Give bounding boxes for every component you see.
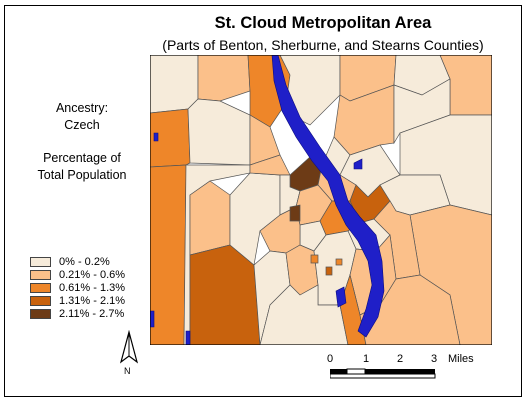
water-feature <box>185 330 191 345</box>
map-subtitle: (Parts of Benton, Sherburne, and Stearns… <box>162 37 484 53</box>
water-feature <box>150 310 155 328</box>
legend-swatch <box>30 256 51 267</box>
mississippi-river <box>150 55 385 345</box>
legend-swatch <box>30 295 51 306</box>
ancestry-label: Ancestry: <box>55 101 109 115</box>
map-title: St. Cloud Metropolitan Area <box>214 14 432 32</box>
census-tracts <box>150 55 492 345</box>
census-tract <box>150 55 199 114</box>
ancestry-value: Czech <box>64 118 100 132</box>
legend-swatch <box>30 282 51 293</box>
legend-item: 2.11% - 2.7% <box>30 307 125 320</box>
census-tract <box>359 274 461 345</box>
map-frame <box>4 5 522 397</box>
legend-item: 0.61% - 1.3% <box>30 281 125 294</box>
scale-tick-label: 0 <box>327 353 334 365</box>
legend-item: 0.21% - 0.6% <box>30 268 125 281</box>
census-tract <box>189 180 231 256</box>
water-feature <box>353 158 363 170</box>
legend-item: 1.31% - 2.1% <box>30 294 125 307</box>
census-tract <box>150 108 191 168</box>
legend-label: 0.61% - 1.3% <box>59 281 126 294</box>
scale-tick-label: 2 <box>397 353 404 365</box>
legend-label: 0% - 0.2% <box>59 255 110 268</box>
census-tract <box>197 55 251 102</box>
census-tract <box>310 254 319 264</box>
legend-item: 0% - 0.2% <box>30 255 125 268</box>
census-tract <box>150 164 187 345</box>
census-tract <box>259 284 349 345</box>
legend-label: 1.31% - 2.1% <box>59 294 126 307</box>
north-arrow-icon <box>119 330 139 364</box>
measure-line-2: Total Population <box>37 168 127 182</box>
water-feature <box>271 55 385 338</box>
legend-swatch <box>30 269 51 280</box>
choropleth-map <box>150 55 492 345</box>
water-feature <box>335 286 347 308</box>
scale-bar: 0 1 2 3 Miles <box>327 353 474 386</box>
legend: 0% - 0.2% 0.21% - 0.6% 0.61% - 1.3% 1.31… <box>30 255 125 320</box>
scale-bar-graphic <box>329 368 436 379</box>
scale-tick-label: 1 <box>363 353 370 365</box>
legend-label: 0.21% - 0.6% <box>59 268 126 281</box>
census-tract <box>325 266 333 276</box>
water-feature <box>153 132 159 142</box>
legend-label: 2.11% - 2.7% <box>59 307 125 320</box>
scale-unit: Miles <box>448 353 474 365</box>
north-label: N <box>124 366 131 376</box>
legend-swatch <box>30 308 51 319</box>
measure-line-1: Percentage of <box>43 151 121 165</box>
census-tract <box>289 204 301 222</box>
scale-tick-label: 3 <box>431 353 438 365</box>
census-tract <box>335 258 343 266</box>
